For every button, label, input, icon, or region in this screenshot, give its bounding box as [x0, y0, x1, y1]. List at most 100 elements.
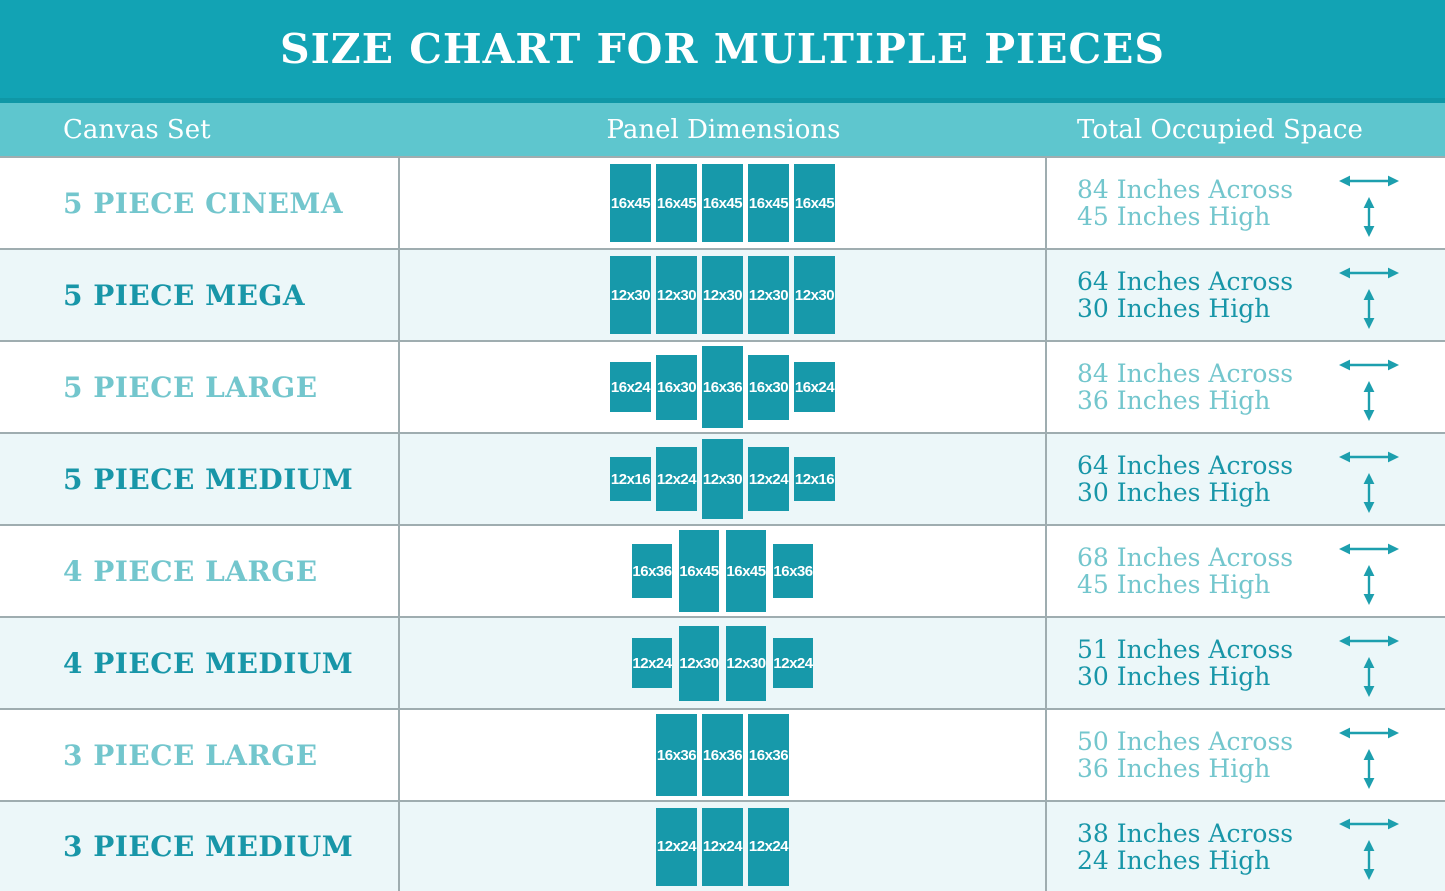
table-row: 5 PIECE LARGE 16x24 16x30 16x36 16x30 16x24 84…: [0, 340, 1445, 432]
total-across-text: 51 Inches Across: [1077, 635, 1294, 664]
horizontal-arrow-icon: [1339, 451, 1399, 462]
panel-size-label: 12x30: [656, 286, 697, 304]
canvas-panel: 12x30: [679, 625, 719, 701]
panel-size-label: 16x36: [632, 562, 672, 580]
panel-size-label: 12x30: [610, 286, 651, 304]
total-across-text: 68 Inches Across: [1077, 543, 1294, 572]
canvas-panel: 12x30: [656, 256, 697, 334]
total-across-text: 50 Inches Across: [1077, 727, 1294, 756]
total-space-cell: 38 Inches Across 24 Inches High: [1047, 802, 1445, 891]
total-across-text: 84 Inches Across: [1077, 175, 1294, 204]
table-row: 5 PIECE CINEMA 16x45 16x45 16x45 16x45 16x45 8…: [0, 156, 1445, 248]
panel-size-label: 12x24: [656, 838, 697, 855]
canvas-panel: 12x24: [748, 447, 789, 511]
canvas-panel: 16x36: [748, 714, 789, 796]
panel-size-label: 12x24: [632, 654, 672, 672]
canvas-panel: 16x36: [656, 714, 697, 796]
total-space-cell: 64 Inches Across 30 Inches High: [1047, 250, 1445, 340]
canvas-panel: 16x36: [632, 544, 672, 598]
panel-dimensions-cell: 16x36 16x36 16x36: [400, 710, 1047, 800]
canvas-set-label: 5 PIECE MEDIUM: [63, 462, 354, 496]
dimension-arrows: [1339, 354, 1399, 421]
canvas-panel: 12x30: [748, 256, 789, 334]
vertical-arrow-icon: [1363, 380, 1375, 421]
canvas-panel: 16x45: [679, 530, 719, 612]
panel-dimensions-cell: 12x24 12x24 12x24: [400, 802, 1047, 891]
panel-size-label: 16x30: [656, 378, 697, 396]
panel-dimensions-cell: 16x36 16x45 16x45 16x36: [400, 526, 1047, 616]
column-header-total-occupied-space: Total Occupied Space: [1077, 114, 1363, 145]
canvas-panel: 12x30: [702, 256, 743, 334]
canvas-panel: 16x36: [702, 714, 743, 796]
total-across-text: 38 Inches Across: [1077, 818, 1294, 848]
canvas-panel: 12x24: [773, 638, 813, 688]
canvas-panel: 16x45: [794, 164, 835, 242]
panel-size-label: 16x36: [702, 746, 743, 764]
panel-dimensions-cell: 12x16 12x24 12x30 12x24 12x16: [400, 434, 1047, 524]
panel-dimensions-cell: 12x24 12x30 12x30 12x24: [400, 618, 1047, 708]
canvas-panel: 12x24: [656, 807, 697, 886]
total-high-text: 30 Inches High: [1077, 294, 1271, 323]
panel-size-label: 16x45: [726, 562, 766, 580]
dimension-arrows: [1339, 446, 1399, 513]
total-space-text: 38 Inches Across 24 Inches High: [1077, 820, 1293, 874]
panel-size-label: 12x24: [748, 838, 789, 855]
canvas-set-cell: 3 PIECE MEDIUM: [0, 802, 400, 891]
panel-size-label: 16x45: [656, 194, 697, 212]
table-row: 5 PIECE MEGA 12x30 12x30 12x30 12x30 12x30 64 …: [0, 248, 1445, 340]
canvas-set-label: 5 PIECE CINEMA: [63, 186, 344, 220]
canvas-panel: 16x45: [702, 164, 743, 242]
panel-size-label: 12x30: [748, 286, 789, 304]
canvas-set-label: 4 PIECE MEDIUM: [63, 646, 354, 680]
panel-size-label: 16x36: [748, 746, 789, 764]
horizontal-arrow-icon: [1339, 267, 1399, 278]
total-space-cell: 68 Inches Across 45 Inches High: [1047, 526, 1445, 616]
vertical-arrow-icon: [1363, 748, 1375, 789]
total-space-cell: 84 Inches Across 36 Inches High: [1047, 342, 1445, 432]
page-title: SIZE CHART FOR MULTIPLE PIECES: [280, 25, 1165, 73]
canvas-set-label: 5 PIECE MEGA: [63, 278, 306, 312]
total-space-text: 84 Inches Across 45 Inches High: [1077, 176, 1293, 230]
table-row: 4 PIECE LARGE 16x36 16x45 16x45 16x36 68 Inch…: [0, 524, 1445, 616]
column-header-row: Canvas Set Panel Dimensions Total Occupi…: [0, 103, 1445, 156]
canvas-panel: 12x16: [794, 457, 835, 501]
canvas-panel: 16x36: [773, 544, 813, 598]
canvas-panel: 12x30: [794, 256, 835, 334]
panel-size-label: 16x45: [679, 562, 719, 580]
horizontal-arrow-icon: [1339, 635, 1399, 646]
panel-size-label: 12x30: [794, 286, 835, 304]
canvas-set-label: 3 PIECE MEDIUM: [63, 830, 354, 863]
column-header-canvas-set: Canvas Set: [63, 114, 211, 145]
dimension-arrows: [1339, 170, 1399, 237]
dimension-arrows: [1339, 262, 1399, 329]
horizontal-arrow-icon: [1339, 818, 1399, 830]
panel-size-label: 16x30: [748, 378, 789, 396]
total-space-text: 68 Inches Across 45 Inches High: [1077, 544, 1293, 598]
table-row: 3 PIECE MEDIUM 12x24 12x24 12x24 38 Inches A…: [0, 800, 1445, 891]
canvas-panel: 16x30: [748, 354, 789, 420]
panel-dimensions-cell: 16x24 16x30 16x36 16x30 16x24: [400, 342, 1047, 432]
canvas-panel: 16x36: [702, 346, 743, 428]
panel-size-label: 16x24: [610, 378, 651, 396]
panel-size-label: 12x16: [794, 470, 835, 488]
canvas-panel: 12x24: [656, 447, 697, 511]
canvas-panel: 12x24: [702, 807, 743, 886]
total-space-text: 50 Inches Across 36 Inches High: [1077, 728, 1293, 782]
vertical-arrow-icon: [1363, 196, 1375, 237]
panel-size-label: 16x45: [610, 194, 651, 212]
dimension-arrows: [1339, 813, 1399, 880]
canvas-panel: 12x24: [748, 807, 789, 886]
total-high-text: 36 Inches High: [1077, 386, 1271, 415]
canvas-set-label: 5 PIECE LARGE: [63, 370, 318, 404]
canvas-set-cell: 5 PIECE CINEMA: [0, 158, 400, 248]
total-high-text: 45 Inches High: [1077, 570, 1271, 599]
horizontal-arrow-icon: [1339, 175, 1399, 186]
panel-size-label: 16x45: [794, 194, 835, 212]
panel-size-label: 12x30: [702, 286, 743, 304]
vertical-arrow-icon: [1363, 840, 1375, 880]
dimension-arrows: [1339, 538, 1399, 605]
total-across-text: 64 Inches Across: [1077, 267, 1294, 296]
horizontal-arrow-icon: [1339, 359, 1399, 370]
vertical-arrow-icon: [1363, 564, 1375, 605]
canvas-panel: 16x45: [748, 164, 789, 242]
